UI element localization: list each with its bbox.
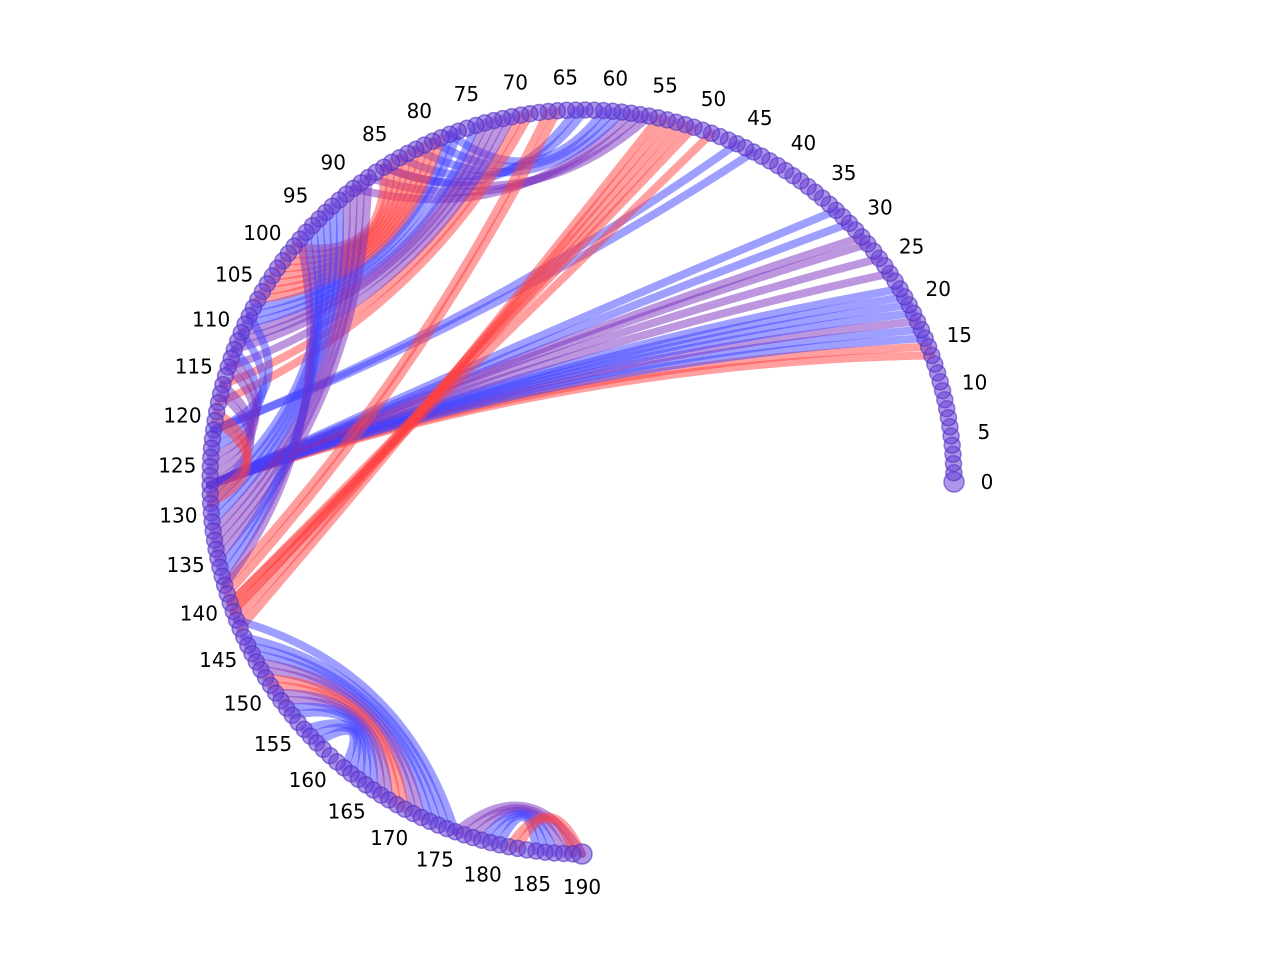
tick-label: 55 — [652, 74, 677, 98]
chord-link — [214, 109, 534, 407]
tick-label: 160 — [289, 768, 327, 792]
tick-label: 5 — [978, 420, 991, 444]
links-layer — [206, 106, 936, 858]
tick-label: 190 — [563, 875, 601, 899]
tick-label: 70 — [503, 71, 528, 95]
tick-label: 95 — [283, 184, 308, 208]
tick-label: 130 — [159, 503, 197, 527]
tick-label: 145 — [199, 648, 237, 672]
tick-label: 135 — [167, 553, 205, 577]
chord-node — [571, 843, 593, 865]
tick-label: 170 — [370, 826, 408, 850]
tick-label: 60 — [603, 66, 628, 90]
chord-link — [236, 113, 663, 633]
tick-label: 35 — [831, 161, 856, 185]
nodes-layer — [201, 101, 965, 865]
tick-label: 80 — [407, 99, 432, 123]
chord-link — [224, 112, 516, 371]
chord-link — [232, 616, 460, 836]
chord-link — [210, 184, 358, 545]
tick-label: 10 — [962, 371, 987, 395]
chord-link — [218, 111, 525, 389]
tick-label: 75 — [454, 82, 479, 106]
tick-label: 25 — [899, 235, 924, 259]
tick-label: 30 — [867, 196, 892, 220]
tick-label: 85 — [362, 122, 387, 146]
chord-link — [495, 813, 540, 856]
tick-label: 65 — [553, 65, 578, 89]
tick-label: 165 — [328, 800, 366, 824]
tick-label: 0 — [981, 470, 994, 494]
tick-label: 20 — [925, 277, 950, 301]
chord-link — [212, 178, 365, 554]
chord-link — [220, 235, 315, 590]
tick-label: 110 — [192, 307, 230, 331]
tick-label: 40 — [791, 131, 816, 155]
tick-label: 150 — [224, 692, 262, 716]
tick-label: 50 — [701, 87, 726, 111]
tick-label: 155 — [254, 732, 292, 756]
tick-label: 120 — [163, 403, 201, 427]
tick-label: 180 — [464, 863, 502, 887]
chord-link — [206, 389, 255, 490]
tick-label: 125 — [158, 453, 196, 477]
chord-link — [206, 416, 252, 508]
tick-label: 100 — [243, 221, 281, 245]
tick-label: 185 — [513, 872, 551, 896]
chord-link — [513, 814, 577, 858]
tick-labels-layer: 0510152025303540455055606570758085909510… — [158, 65, 993, 899]
tick-label: 140 — [180, 602, 218, 626]
tick-label: 115 — [175, 354, 213, 378]
chord-link — [223, 106, 562, 598]
tick-label: 175 — [416, 847, 454, 871]
chord-link — [241, 121, 480, 329]
chord-link — [312, 726, 358, 772]
tick-label: 45 — [747, 106, 772, 130]
tick-label: 90 — [320, 150, 345, 174]
tick-label: 15 — [947, 323, 972, 347]
chord-link — [220, 107, 553, 590]
tick-label: 105 — [215, 263, 253, 287]
